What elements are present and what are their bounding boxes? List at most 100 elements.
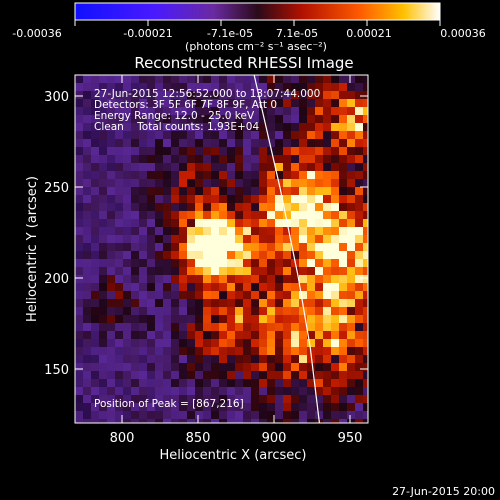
image-pixel <box>331 283 340 292</box>
image-pixel <box>331 251 340 260</box>
image-pixel <box>75 115 84 124</box>
image-pixel <box>179 243 188 252</box>
image-pixel <box>219 355 228 364</box>
image-pixel <box>355 227 364 236</box>
image-pixel <box>107 227 116 236</box>
image-pixel <box>259 283 268 292</box>
image-pixel <box>195 419 204 423</box>
image-pixel <box>363 187 368 196</box>
image-pixel <box>267 331 276 340</box>
image-pixel <box>307 211 316 220</box>
image-pixel <box>315 411 324 420</box>
image-pixel <box>331 243 340 252</box>
image-pixel <box>259 267 268 276</box>
image-pixel <box>251 379 260 388</box>
image-pixel <box>171 123 180 132</box>
image-pixel <box>291 179 300 188</box>
image-pixel <box>83 355 92 364</box>
image-pixel <box>339 171 348 180</box>
image-pixel <box>163 211 172 220</box>
image-pixel <box>331 195 340 204</box>
image-pixel <box>235 171 244 180</box>
image-pixel <box>331 211 340 220</box>
image-pixel <box>299 123 308 132</box>
image-pixel <box>195 403 204 412</box>
image-pixel <box>131 99 140 108</box>
image-pixel <box>107 123 116 132</box>
image-pixel <box>251 363 260 372</box>
image-pixel <box>179 107 188 116</box>
image-pixel <box>163 419 172 423</box>
y-tick-label: 300 <box>44 90 69 105</box>
image-pixel <box>203 419 212 423</box>
image-pixel <box>339 163 348 172</box>
image-pixel <box>131 227 140 236</box>
image-pixel <box>203 299 212 308</box>
image-pixel <box>99 331 108 340</box>
energy-annotation: Energy Range: 12.0 - 25.0 keV <box>94 110 255 122</box>
image-pixel <box>315 259 324 268</box>
image-pixel <box>283 267 292 276</box>
image-pixel <box>315 403 324 412</box>
image-pixel <box>83 147 92 156</box>
image-pixel <box>195 139 204 148</box>
image-pixel <box>179 179 188 188</box>
image-pixel <box>203 83 212 92</box>
image-pixel <box>155 91 164 100</box>
image-pixel <box>171 163 180 172</box>
image-pixel <box>99 339 108 348</box>
image-pixel <box>299 315 308 324</box>
image-pixel <box>299 355 308 364</box>
image-pixel <box>307 219 316 228</box>
image-pixel <box>139 307 148 316</box>
image-pixel <box>179 411 188 420</box>
image-pixel <box>203 307 212 316</box>
image-pixel <box>355 171 364 180</box>
image-pixel <box>251 315 260 324</box>
image-pixel <box>323 163 332 172</box>
image-pixel <box>179 219 188 228</box>
image-pixel <box>219 83 228 92</box>
image-pixel <box>211 283 220 292</box>
image-pixel <box>195 283 204 292</box>
image-pixel <box>123 355 132 364</box>
image-pixel <box>323 195 332 204</box>
image-pixel <box>235 267 244 276</box>
image-pixel <box>267 91 276 100</box>
image-pixel <box>115 203 124 212</box>
image-pixel <box>179 339 188 348</box>
image-pixel <box>155 403 164 412</box>
image-pixel <box>251 355 260 364</box>
image-pixel <box>83 299 92 308</box>
image-pixel <box>107 411 116 420</box>
image-pixel <box>179 323 188 332</box>
image-pixel <box>83 251 92 260</box>
image-pixel <box>307 307 316 316</box>
image-pixel <box>315 75 324 84</box>
image-pixel <box>219 123 228 132</box>
image-pixel <box>115 83 124 92</box>
image-pixel <box>203 203 212 212</box>
image-pixel <box>267 323 276 332</box>
image-pixel <box>155 243 164 252</box>
image-pixel <box>155 195 164 204</box>
image-pixel <box>115 219 124 228</box>
image-pixel <box>211 187 220 196</box>
image-pixel <box>331 331 340 340</box>
image-pixel <box>331 75 340 84</box>
image-pixel <box>251 131 260 140</box>
image-pixel <box>107 323 116 332</box>
image-pixel <box>163 315 172 324</box>
image-pixel <box>179 275 188 284</box>
image-pixel <box>187 347 196 356</box>
image-pixel <box>107 315 116 324</box>
image-pixel <box>163 259 172 268</box>
image-pixel <box>331 83 340 92</box>
image-pixel <box>283 307 292 316</box>
image-pixel <box>107 243 116 252</box>
image-pixel <box>195 259 204 268</box>
image-pixel <box>267 379 276 388</box>
image-pixel <box>75 99 84 108</box>
image-pixel <box>347 227 356 236</box>
image-pixel <box>123 99 132 108</box>
